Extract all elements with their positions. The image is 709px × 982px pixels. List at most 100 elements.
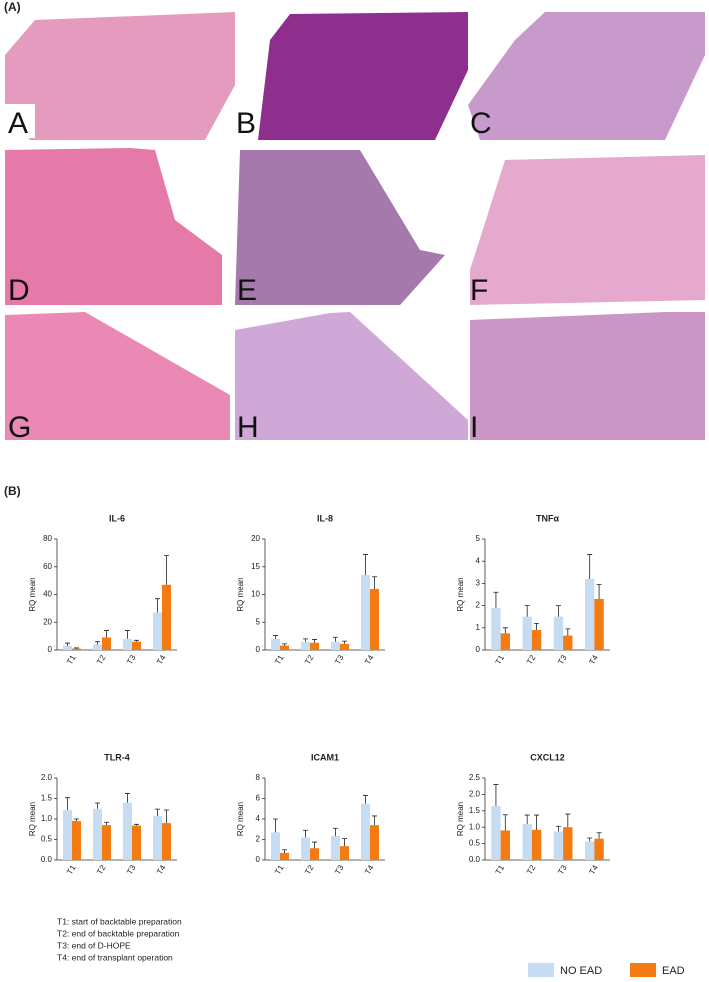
- bar: [153, 816, 162, 860]
- bar: [340, 643, 349, 650]
- y-axis-label: RQ mean: [236, 577, 245, 611]
- bar: [331, 641, 340, 650]
- bar: [280, 645, 289, 650]
- error-bar: [363, 795, 368, 804]
- y-tick-label: 4: [476, 556, 481, 565]
- error-bar: [312, 841, 317, 849]
- y-tick-label: 2: [256, 835, 261, 844]
- error-bar: [155, 598, 160, 613]
- error-bar: [555, 825, 561, 832]
- image-letter: B: [236, 107, 256, 140]
- image-letter: C: [470, 107, 492, 140]
- bar: [522, 616, 532, 650]
- y-tick-label: 10: [251, 590, 260, 599]
- y-tick-label: 0.5: [469, 839, 481, 848]
- bar: [280, 852, 289, 860]
- error-bar: [342, 838, 347, 847]
- error-bar: [303, 638, 308, 642]
- histology-images: A B C D E F G H I: [5, 12, 705, 444]
- image-letter: E: [237, 274, 257, 307]
- x-tick-label: T2: [525, 863, 538, 876]
- y-tick-label: 6: [256, 794, 261, 803]
- y-tick-label: 8: [256, 773, 261, 782]
- bar: [102, 637, 111, 650]
- bar: [594, 838, 604, 860]
- x-tick-label: T3: [125, 653, 138, 666]
- error-bar: [273, 635, 278, 639]
- x-tick-label: T3: [333, 863, 346, 876]
- y-tick-label: 1.5: [469, 806, 481, 815]
- bar: [553, 616, 564, 650]
- error-bar: [164, 809, 169, 824]
- bar: [123, 638, 132, 650]
- y-tick-label: 20: [43, 617, 52, 626]
- legend-label: NO EAD: [560, 965, 602, 977]
- x-tick-label: T1: [65, 653, 78, 666]
- error-bar: [372, 576, 377, 589]
- bar: [585, 578, 595, 650]
- error-bar: [282, 643, 287, 646]
- bar: [310, 642, 319, 650]
- y-tick-label: 0: [256, 645, 261, 654]
- error-bar: [74, 647, 79, 649]
- histology-image: [258, 12, 468, 140]
- chart-title: IL-6: [109, 513, 125, 523]
- error-bar: [134, 823, 139, 826]
- x-tick-label: T1: [494, 653, 507, 666]
- y-tick-label: 2.5: [469, 773, 481, 782]
- y-tick-label: 2.0: [41, 773, 53, 782]
- bar: [361, 575, 370, 650]
- bar: [563, 635, 573, 650]
- y-tick-label: 4: [256, 814, 261, 823]
- error-bar: [333, 827, 338, 836]
- error-bar: [104, 630, 109, 638]
- histology-image: [235, 150, 445, 305]
- letter-box: [5, 104, 35, 138]
- error-bar: [493, 784, 499, 806]
- bar: [63, 645, 72, 650]
- bar: [491, 607, 501, 650]
- bar: [72, 821, 81, 860]
- legend-label: EAD: [662, 965, 685, 977]
- note: T1: start of backtable preparation: [57, 916, 182, 926]
- error-bar: [104, 821, 109, 826]
- bar: [162, 823, 171, 860]
- bar: [93, 808, 102, 860]
- bar: [153, 612, 162, 650]
- error-bar: [333, 636, 338, 642]
- x-tick-label: T3: [556, 653, 569, 666]
- bar: [132, 641, 141, 650]
- error-bar: [587, 837, 593, 842]
- histology-image: [5, 148, 222, 305]
- bar: [93, 644, 102, 650]
- y-tick-label: 5: [256, 617, 261, 626]
- chart-title: ICAM1: [311, 752, 339, 762]
- bar: [585, 841, 595, 860]
- y-tick-label: 0: [476, 645, 481, 654]
- bar: [63, 809, 72, 860]
- bar: [531, 829, 542, 860]
- chart-title: IL-8: [317, 513, 333, 523]
- chart-title: TLR-4: [104, 752, 130, 762]
- y-tick-label: 1.0: [41, 814, 53, 823]
- error-bar: [164, 555, 169, 585]
- bar: [271, 638, 280, 650]
- y-axis-label: RQ mean: [456, 577, 465, 611]
- histology-image: [470, 312, 705, 440]
- note: T2: end of backtable preparation: [57, 928, 180, 938]
- x-tick-label: T4: [587, 863, 600, 876]
- x-tick-label: T4: [587, 653, 600, 666]
- y-tick-label: 5: [476, 534, 481, 543]
- bar: [340, 846, 349, 860]
- bar: [162, 584, 171, 650]
- x-tick-label: T1: [494, 863, 507, 876]
- bar: [370, 588, 379, 650]
- chart-title: TNFα: [536, 513, 559, 523]
- x-tick-label: T4: [155, 653, 168, 666]
- bar: [72, 648, 81, 650]
- error-bar: [363, 554, 368, 576]
- error-bar: [95, 802, 100, 809]
- error-bar: [134, 639, 139, 642]
- x-tick-label: T3: [556, 863, 569, 876]
- error-bar: [273, 818, 278, 833]
